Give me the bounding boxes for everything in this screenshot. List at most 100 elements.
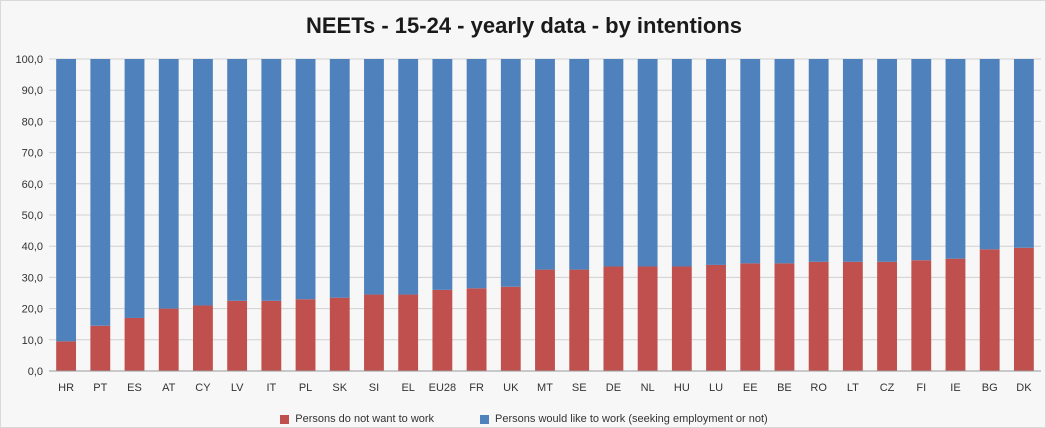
- y-tick-label: 10,0: [22, 335, 43, 347]
- x-tick-label: IE: [950, 382, 960, 394]
- bar-would-like-to-work: [1013, 59, 1034, 248]
- x-tick-label: UK: [503, 382, 519, 394]
- y-tick-label: 70,0: [22, 148, 43, 160]
- bar-would-like-to-work: [774, 59, 795, 264]
- x-tick-label: EL: [401, 382, 414, 394]
- bar-not-want-to-work: [261, 300, 282, 371]
- x-tick-label: FI: [916, 382, 926, 394]
- x-tick-label: CY: [195, 382, 211, 394]
- bar-not-want-to-work: [808, 261, 829, 371]
- x-tick-label: HR: [58, 382, 74, 394]
- x-tick-label: FR: [469, 382, 484, 394]
- bar-would-like-to-work: [979, 59, 1000, 250]
- x-tick-label: LV: [231, 382, 244, 394]
- bar-not-want-to-work: [227, 300, 248, 371]
- bar-not-want-to-work: [569, 269, 590, 371]
- bar-not-want-to-work: [979, 249, 1000, 371]
- bar-not-want-to-work: [1013, 247, 1034, 371]
- y-tick-label: 0,0: [28, 366, 43, 378]
- bar-would-like-to-work: [842, 59, 863, 262]
- bar-not-want-to-work: [535, 269, 555, 371]
- x-tick-label: BE: [777, 382, 792, 394]
- x-tick-label: AT: [162, 382, 176, 394]
- chart-title: NEETs - 15-24 - yearly data - by intenti…: [305, 13, 743, 38]
- y-tick-label: 30,0: [22, 272, 43, 284]
- bar-not-want-to-work: [774, 263, 795, 371]
- bar-would-like-to-work: [261, 59, 282, 301]
- bar-would-like-to-work: [637, 59, 658, 267]
- x-tick-label: LU: [709, 382, 723, 394]
- x-tick-label: ES: [127, 382, 142, 394]
- bar-would-like-to-work: [945, 59, 966, 259]
- bar-not-want-to-work: [158, 308, 179, 371]
- bar-would-like-to-work: [740, 59, 761, 264]
- bar-would-like-to-work: [227, 59, 248, 301]
- bar-not-want-to-work: [466, 288, 487, 371]
- y-tick-label: 100,0: [15, 54, 43, 66]
- x-tick-label: SI: [369, 382, 379, 394]
- x-tick-label: NL: [641, 382, 655, 394]
- bar-not-want-to-work: [124, 317, 145, 371]
- bar-not-want-to-work: [877, 261, 897, 371]
- y-tick-label: 40,0: [22, 241, 43, 253]
- legend-swatch-would-like: [480, 414, 490, 424]
- x-tick-label: BG: [982, 382, 998, 394]
- x-tick-label: HU: [674, 382, 690, 394]
- x-tick-label: DK: [1016, 382, 1032, 394]
- bar-not-want-to-work: [90, 325, 111, 371]
- x-tick-label: LT: [847, 382, 859, 394]
- bar-not-want-to-work: [706, 264, 726, 371]
- y-tick-label: 80,0: [22, 116, 43, 128]
- bar-would-like-to-work: [877, 59, 897, 262]
- plot-area: 0,0 10,0 20,0 30,0 40,0 50,0 60,0 70,0 80,0 90,0 1…: [15, 54, 1041, 394]
- bar-not-want-to-work: [398, 294, 419, 371]
- y-tick-label: 90,0: [22, 85, 43, 97]
- x-tick-label: PT: [93, 382, 107, 394]
- legend-label-would-like: Persons would like to work (seeking empl…: [495, 413, 768, 425]
- bar-not-want-to-work: [842, 261, 863, 371]
- x-tick-label: IT: [266, 382, 276, 394]
- x-tick-label: RO: [810, 382, 827, 394]
- legend-label-not-want: Persons do not want to work: [295, 413, 435, 425]
- y-tick-label: 50,0: [22, 210, 43, 222]
- bar-would-like-to-work: [535, 59, 555, 270]
- x-tick-label: MT: [537, 382, 553, 394]
- bar-would-like-to-work: [398, 59, 419, 295]
- bar-would-like-to-work: [329, 59, 350, 298]
- x-tick-label: PL: [299, 382, 312, 394]
- bar-would-like-to-work: [569, 59, 590, 270]
- bar-would-like-to-work: [158, 59, 179, 309]
- x-tick-label: SK: [332, 382, 347, 394]
- bar-would-like-to-work: [500, 59, 521, 287]
- bar-would-like-to-work: [364, 59, 384, 295]
- bar-would-like-to-work: [56, 59, 77, 342]
- bar-not-want-to-work: [364, 294, 384, 371]
- bar-would-like-to-work: [808, 59, 829, 262]
- bar-would-like-to-work: [603, 59, 624, 267]
- bar-would-like-to-work: [911, 59, 932, 261]
- x-tick-label: EU28: [429, 382, 457, 394]
- legend-item-would-like: Persons would like to work (seeking empl…: [480, 413, 768, 425]
- bar-not-want-to-work: [637, 266, 658, 371]
- bar-would-like-to-work: [90, 59, 111, 326]
- bar-not-want-to-work: [193, 305, 213, 371]
- bar-not-want-to-work: [671, 266, 692, 371]
- bar-not-want-to-work: [295, 299, 316, 371]
- legend-item-not-want: Persons do not want to work: [280, 413, 434, 425]
- y-tick-label: 20,0: [22, 304, 43, 316]
- bar-not-want-to-work: [500, 286, 521, 371]
- bar-would-like-to-work: [671, 59, 692, 267]
- bar-would-like-to-work: [124, 59, 145, 318]
- legend-swatch-not-want: [280, 414, 290, 424]
- bar-would-like-to-work: [466, 59, 487, 289]
- y-tick-label: 60,0: [22, 179, 43, 191]
- bar-would-like-to-work: [193, 59, 213, 306]
- bar-would-like-to-work: [706, 59, 726, 265]
- legend: Persons do not want to work Persons woul…: [1, 413, 1046, 425]
- bar-not-want-to-work: [911, 260, 932, 371]
- bar-not-want-to-work: [740, 263, 761, 371]
- x-tick-label: CZ: [880, 382, 895, 394]
- bar-not-want-to-work: [603, 266, 624, 371]
- bar-not-want-to-work: [329, 297, 350, 371]
